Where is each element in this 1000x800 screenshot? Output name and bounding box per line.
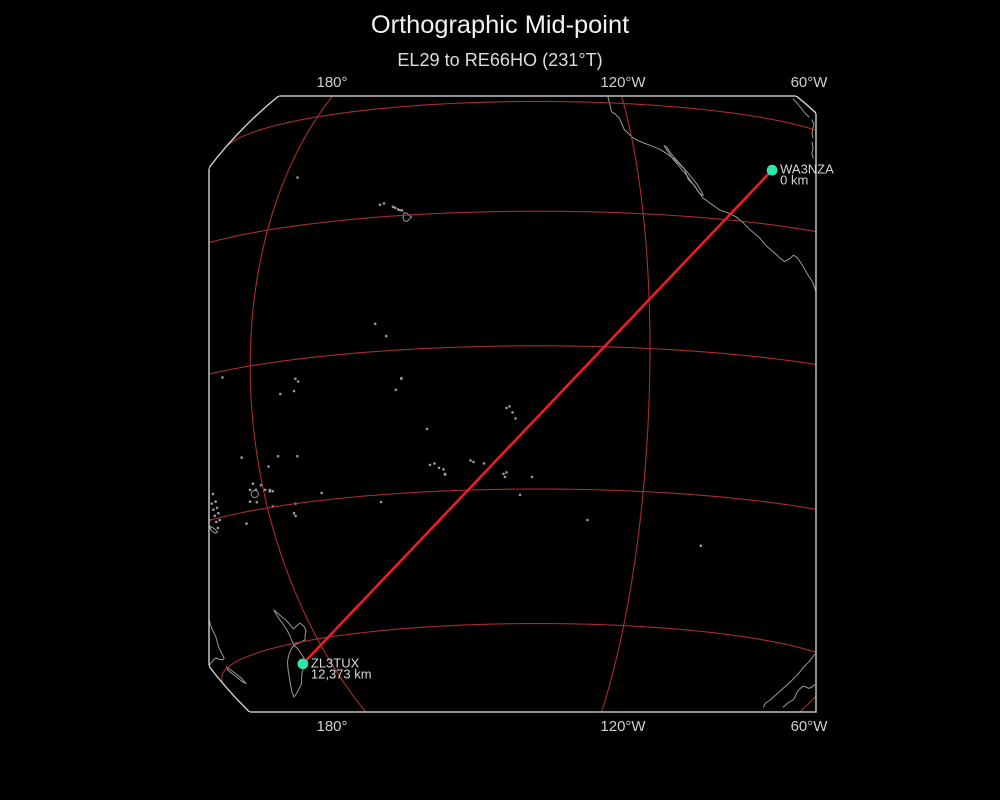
svg-text:180°: 180° — [316, 74, 347, 91]
svg-text:60°W: 60°W — [791, 718, 829, 735]
svg-text:12,373 km: 12,373 km — [311, 666, 372, 681]
svg-text:120°W: 120°W — [600, 74, 646, 91]
svg-text:0 km: 0 km — [780, 173, 808, 188]
svg-text:60°W: 60°W — [791, 74, 829, 91]
svg-text:Orthographic Mid-point: Orthographic Mid-point — [371, 11, 629, 39]
svg-text:120°W: 120°W — [600, 718, 646, 735]
svg-text:EL29 to RE66HO (231°T): EL29 to RE66HO (231°T) — [397, 50, 602, 70]
svg-text:180°: 180° — [316, 718, 347, 735]
